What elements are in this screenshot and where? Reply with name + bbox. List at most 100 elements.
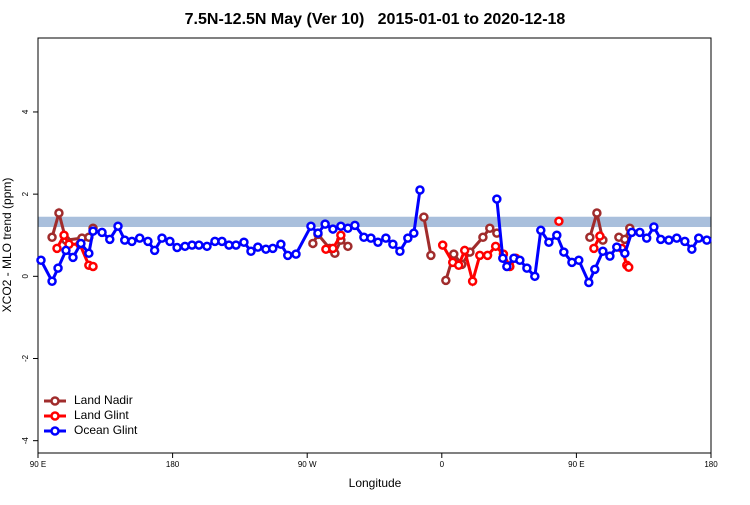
legend-marker (50, 411, 60, 421)
data-point (409, 228, 419, 238)
data-point (68, 252, 78, 263)
data-point (350, 220, 360, 231)
data-point (635, 227, 645, 238)
legend-label: Land Nadir (74, 393, 133, 407)
data-point (612, 242, 622, 252)
data-point (459, 245, 470, 256)
data-point (157, 233, 167, 243)
data-point (336, 230, 346, 240)
x-axis-label: Longitude (349, 476, 402, 490)
x-tick-label: 90 E (30, 460, 46, 469)
y-tick-label: 0 (21, 274, 30, 279)
data-point (246, 246, 256, 257)
data-point (641, 233, 652, 243)
plot-frame (37, 37, 712, 454)
data-point (672, 233, 682, 243)
data-point (492, 194, 502, 204)
data-point (328, 243, 338, 254)
data-point (449, 249, 459, 259)
data-point (649, 222, 659, 232)
data-point (559, 247, 569, 257)
data-point (453, 260, 464, 270)
data-point (595, 231, 605, 241)
data-point (268, 243, 278, 254)
data-point (598, 246, 608, 257)
data-point (88, 226, 98, 236)
data-point (522, 263, 532, 273)
data-point (239, 237, 249, 247)
y-axis-label: XCO2 - MLO trend (ppm) (0, 178, 14, 313)
data-point (574, 255, 584, 266)
data-point (253, 242, 263, 252)
data-point (306, 221, 316, 231)
data-point (291, 249, 301, 259)
data-point (467, 276, 478, 286)
data-point (202, 241, 212, 252)
data-point (134, 233, 145, 243)
data-point (343, 241, 353, 252)
data-point (194, 240, 204, 250)
x-tick-label: 180 (704, 460, 718, 469)
x-tick-label: 0 (440, 460, 445, 469)
data-point (143, 236, 153, 247)
data-point (592, 208, 602, 218)
data-point (395, 246, 405, 257)
data-point (478, 232, 488, 243)
data-point (589, 243, 599, 254)
legend-label: Land Glint (74, 408, 129, 422)
data-point (585, 232, 595, 243)
data-point (36, 255, 46, 266)
data-point (626, 227, 637, 238)
data-point (105, 234, 115, 245)
data-point (620, 248, 630, 259)
data-point (320, 219, 330, 229)
legend-marker (50, 426, 60, 436)
data-point (536, 225, 546, 236)
data-point (88, 261, 98, 272)
data-point (490, 241, 501, 252)
data-point (313, 228, 323, 238)
data-point (76, 238, 86, 249)
data-point (485, 223, 495, 233)
data-point (584, 277, 594, 288)
data-point (664, 235, 674, 245)
data-point (437, 240, 448, 250)
x-tick-label: 90 E (568, 460, 584, 469)
data-point (119, 235, 130, 245)
data-point (590, 264, 600, 275)
data-point (687, 244, 697, 254)
data-point (515, 255, 525, 266)
chart-title: 7.5N-12.5N May (Ver 10) 2015-01-01 to 20… (185, 11, 566, 28)
data-point (475, 250, 485, 261)
data-point (84, 248, 94, 259)
data-point (441, 275, 451, 286)
data-point (552, 230, 562, 240)
data-point (149, 245, 160, 256)
data-point (381, 233, 391, 243)
y-tick-label: -2 (21, 354, 30, 362)
data-point (544, 237, 554, 247)
y-tick-label: 2 (21, 191, 30, 196)
data-point (276, 239, 286, 250)
data-point (127, 236, 137, 247)
data-point (328, 224, 338, 234)
data-point (283, 250, 293, 261)
data-point (482, 250, 493, 261)
data-point (693, 233, 704, 243)
y-tick-label: -4 (21, 437, 30, 445)
data-point (53, 263, 63, 273)
data-point (231, 240, 241, 250)
data-point (554, 216, 564, 227)
data-point (47, 232, 57, 243)
data-point (113, 221, 123, 231)
data-point (373, 237, 383, 247)
data-point (498, 253, 508, 263)
data-point (419, 212, 429, 222)
data-point (308, 238, 318, 249)
x-tick-label: 90 W (298, 460, 317, 469)
data-point (165, 236, 175, 247)
x-tick-label: 180 (166, 460, 180, 469)
data-point (217, 236, 227, 247)
data-point (388, 239, 398, 250)
